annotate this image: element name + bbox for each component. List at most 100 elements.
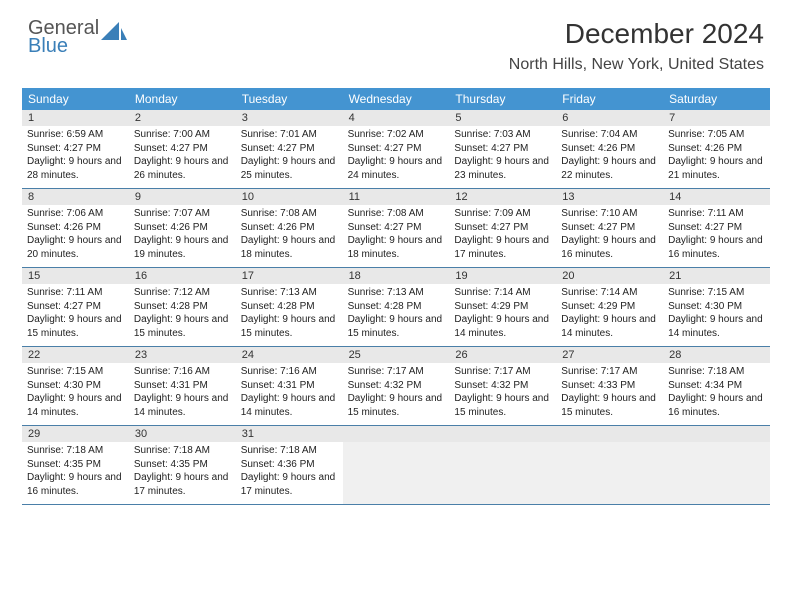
sunrise-line: Sunrise: 7:14 AM <box>561 286 658 300</box>
day-cell <box>556 442 663 504</box>
sunset-line: Sunset: 4:27 PM <box>454 142 551 156</box>
daylight-line: Daylight: 9 hours and 14 minutes. <box>561 313 658 340</box>
sunset-line: Sunset: 4:30 PM <box>27 379 124 393</box>
day-cell: Sunrise: 7:00 AMSunset: 4:27 PMDaylight:… <box>129 126 236 188</box>
day-number: 29 <box>22 426 129 442</box>
sunset-line: Sunset: 4:28 PM <box>134 300 231 314</box>
sunrise-line: Sunrise: 7:15 AM <box>668 286 765 300</box>
day-number: 21 <box>663 268 770 284</box>
sunrise-line: Sunrise: 7:17 AM <box>348 365 445 379</box>
sunset-line: Sunset: 4:27 PM <box>241 142 338 156</box>
day-number: 18 <box>343 268 450 284</box>
day-number: 23 <box>129 347 236 363</box>
day-number: 13 <box>556 189 663 205</box>
day-cell: Sunrise: 7:14 AMSunset: 4:29 PMDaylight:… <box>556 284 663 346</box>
day-number: 30 <box>129 426 236 442</box>
sunset-line: Sunset: 4:28 PM <box>348 300 445 314</box>
daylight-line: Daylight: 9 hours and 17 minutes. <box>241 471 338 498</box>
sunrise-line: Sunrise: 7:11 AM <box>668 207 765 221</box>
sunrise-line: Sunrise: 7:10 AM <box>561 207 658 221</box>
sunrise-line: Sunrise: 7:00 AM <box>134 128 231 142</box>
daylight-line: Daylight: 9 hours and 24 minutes. <box>348 155 445 182</box>
day-header-tuesday: Tuesday <box>236 88 343 110</box>
day-cell: Sunrise: 7:16 AMSunset: 4:31 PMDaylight:… <box>129 363 236 425</box>
sunset-line: Sunset: 4:26 PM <box>668 142 765 156</box>
daylight-line: Daylight: 9 hours and 15 minutes. <box>561 392 658 419</box>
sunrise-line: Sunrise: 7:04 AM <box>561 128 658 142</box>
daylight-line: Daylight: 9 hours and 21 minutes. <box>668 155 765 182</box>
sunrise-line: Sunrise: 7:09 AM <box>454 207 551 221</box>
daylight-line: Daylight: 9 hours and 22 minutes. <box>561 155 658 182</box>
logo: General Blue <box>28 18 127 56</box>
logo-text-bottom: Blue <box>28 36 99 56</box>
sunset-line: Sunset: 4:26 PM <box>134 221 231 235</box>
day-number: 19 <box>449 268 556 284</box>
day-header-saturday: Saturday <box>663 88 770 110</box>
sunrise-line: Sunrise: 7:15 AM <box>27 365 124 379</box>
daylight-line: Daylight: 9 hours and 18 minutes. <box>348 234 445 261</box>
sunset-line: Sunset: 4:36 PM <box>241 458 338 472</box>
day-header-thursday: Thursday <box>449 88 556 110</box>
calendar-week: 293031Sunrise: 7:18 AMSunset: 4:35 PMDay… <box>22 426 770 505</box>
day-header-wednesday: Wednesday <box>343 88 450 110</box>
day-cell: Sunrise: 7:07 AMSunset: 4:26 PMDaylight:… <box>129 205 236 267</box>
sunset-line: Sunset: 4:26 PM <box>561 142 658 156</box>
day-cell: Sunrise: 7:08 AMSunset: 4:27 PMDaylight:… <box>343 205 450 267</box>
sunset-line: Sunset: 4:29 PM <box>454 300 551 314</box>
day-cell: Sunrise: 7:04 AMSunset: 4:26 PMDaylight:… <box>556 126 663 188</box>
daylight-line: Daylight: 9 hours and 16 minutes. <box>27 471 124 498</box>
day-number: 5 <box>449 110 556 126</box>
sunrise-line: Sunrise: 7:08 AM <box>241 207 338 221</box>
daylight-line: Daylight: 9 hours and 16 minutes. <box>561 234 658 261</box>
sunset-line: Sunset: 4:30 PM <box>668 300 765 314</box>
day-number: 1 <box>22 110 129 126</box>
sunset-line: Sunset: 4:27 PM <box>27 142 124 156</box>
day-cell: Sunrise: 7:16 AMSunset: 4:31 PMDaylight:… <box>236 363 343 425</box>
day-cell: Sunrise: 7:01 AMSunset: 4:27 PMDaylight:… <box>236 126 343 188</box>
day-number: 4 <box>343 110 450 126</box>
day-number: 2 <box>129 110 236 126</box>
day-cell: Sunrise: 7:09 AMSunset: 4:27 PMDaylight:… <box>449 205 556 267</box>
sunrise-line: Sunrise: 7:13 AM <box>348 286 445 300</box>
day-cell: Sunrise: 7:18 AMSunset: 4:35 PMDaylight:… <box>22 442 129 504</box>
day-cell: Sunrise: 7:12 AMSunset: 4:28 PMDaylight:… <box>129 284 236 346</box>
daylight-line: Daylight: 9 hours and 17 minutes. <box>454 234 551 261</box>
day-cell: Sunrise: 7:17 AMSunset: 4:33 PMDaylight:… <box>556 363 663 425</box>
day-cell: Sunrise: 7:14 AMSunset: 4:29 PMDaylight:… <box>449 284 556 346</box>
day-number: 12 <box>449 189 556 205</box>
day-cell: Sunrise: 7:15 AMSunset: 4:30 PMDaylight:… <box>22 363 129 425</box>
day-cell: Sunrise: 7:02 AMSunset: 4:27 PMDaylight:… <box>343 126 450 188</box>
day-number: 28 <box>663 347 770 363</box>
day-number: 31 <box>236 426 343 442</box>
day-number: 8 <box>22 189 129 205</box>
day-cell: Sunrise: 7:13 AMSunset: 4:28 PMDaylight:… <box>236 284 343 346</box>
sunrise-line: Sunrise: 7:11 AM <box>27 286 124 300</box>
day-number: 22 <box>22 347 129 363</box>
daylight-line: Daylight: 9 hours and 16 minutes. <box>668 234 765 261</box>
day-cell <box>343 442 450 504</box>
sail-icon <box>101 22 127 48</box>
daylight-line: Daylight: 9 hours and 15 minutes. <box>241 313 338 340</box>
day-number <box>663 426 770 442</box>
sunset-line: Sunset: 4:27 PM <box>27 300 124 314</box>
sunset-line: Sunset: 4:32 PM <box>454 379 551 393</box>
sunrise-line: Sunrise: 7:03 AM <box>454 128 551 142</box>
day-number: 27 <box>556 347 663 363</box>
day-cell: Sunrise: 7:10 AMSunset: 4:27 PMDaylight:… <box>556 205 663 267</box>
day-cell: Sunrise: 7:18 AMSunset: 4:35 PMDaylight:… <box>129 442 236 504</box>
daylight-line: Daylight: 9 hours and 25 minutes. <box>241 155 338 182</box>
sunset-line: Sunset: 4:27 PM <box>348 142 445 156</box>
sunset-line: Sunset: 4:35 PM <box>134 458 231 472</box>
sunrise-line: Sunrise: 7:01 AM <box>241 128 338 142</box>
sunrise-line: Sunrise: 7:14 AM <box>454 286 551 300</box>
page-title: December 2024 <box>509 18 764 50</box>
daylight-line: Daylight: 9 hours and 14 minutes. <box>134 392 231 419</box>
daylight-line: Daylight: 9 hours and 15 minutes. <box>454 392 551 419</box>
sunset-line: Sunset: 4:26 PM <box>241 221 338 235</box>
sunrise-line: Sunrise: 7:18 AM <box>134 444 231 458</box>
sunrise-line: Sunrise: 7:08 AM <box>348 207 445 221</box>
day-cell <box>663 442 770 504</box>
sunset-line: Sunset: 4:28 PM <box>241 300 338 314</box>
daylight-line: Daylight: 9 hours and 16 minutes. <box>668 392 765 419</box>
sunrise-line: Sunrise: 7:18 AM <box>668 365 765 379</box>
